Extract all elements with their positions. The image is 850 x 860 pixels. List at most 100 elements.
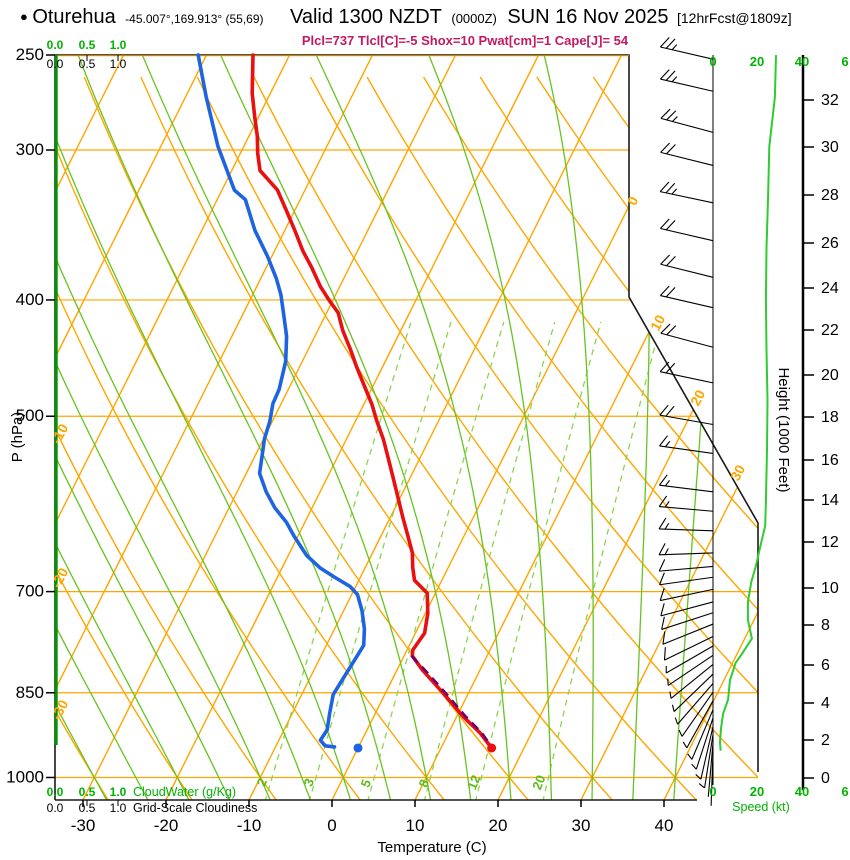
height-tick-label: 18 xyxy=(821,409,839,426)
barb-feather xyxy=(662,631,666,645)
barb-half-feather xyxy=(691,763,697,770)
barb-staff xyxy=(659,505,714,512)
station-coordinates: -45.007°,169.913° (55,69) xyxy=(125,12,264,26)
wind-barb xyxy=(658,517,714,532)
cloudiness-axis-title: Grid-Scale Cloudiness xyxy=(133,801,257,815)
cloudiness-scale-bottom: 1.0 xyxy=(110,801,127,815)
barb-staff xyxy=(665,645,714,674)
height-tick-label: 14 xyxy=(821,492,839,509)
barb-feather xyxy=(663,647,666,661)
dry-adiabat-line xyxy=(55,76,447,800)
pressure-tick-label: 250 xyxy=(16,45,44,64)
barb-staff xyxy=(661,612,714,630)
valid-time: Valid 1300 NZDT xyxy=(289,6,442,28)
barb-half-feather xyxy=(664,548,669,555)
wind-barb xyxy=(660,601,714,617)
zulu-time: (0000Z) xyxy=(451,11,497,26)
temperature-tick-label: 40 xyxy=(655,816,674,835)
barb-staff xyxy=(659,484,714,493)
barb-staff xyxy=(660,191,714,204)
barb-feather xyxy=(665,70,676,81)
dry-adiabat-line xyxy=(536,76,758,800)
dry-adiabat-line xyxy=(309,76,758,800)
temperature-curve xyxy=(250,53,494,750)
chart-title: ● Oturehua -45.007°,169.913° (55,69) Val… xyxy=(20,6,792,29)
temperature-tick-label: -10 xyxy=(237,816,262,835)
moist-adiabat-line xyxy=(55,55,232,800)
moist-adiabat-line xyxy=(75,55,392,800)
wind-barbs xyxy=(658,37,714,806)
moist-adiabat-line xyxy=(55,55,191,800)
barb-feather xyxy=(661,616,665,630)
isotherm-line xyxy=(55,55,291,800)
barb-feather xyxy=(658,495,668,507)
barb-feather xyxy=(660,603,665,617)
dry-adiabat-line xyxy=(253,76,758,800)
temperature-tick-label: 30 xyxy=(572,816,591,835)
barb-half-feather xyxy=(671,188,678,195)
dry-adiabat-line xyxy=(55,76,194,800)
barb-staff xyxy=(660,295,714,309)
wind-barb xyxy=(660,254,714,278)
barb-feather xyxy=(658,474,668,486)
barb-staff xyxy=(659,565,714,572)
cloudiness-scale-top: 0.0 xyxy=(47,57,64,71)
dry-adiabat-line xyxy=(423,76,758,800)
isotherm-line xyxy=(414,55,758,800)
wind-barb xyxy=(665,645,714,674)
mixing-ratio-line xyxy=(308,321,452,800)
barb-staff xyxy=(659,445,714,454)
wind-barb xyxy=(658,543,714,556)
pressure-axis-title: P (hPa) xyxy=(9,412,26,463)
barb-feather xyxy=(660,108,671,119)
surface-temperature-dot xyxy=(487,743,497,753)
wind-barb xyxy=(659,572,714,586)
moist-adiabat-line xyxy=(313,55,512,800)
moist-adiabat-line xyxy=(673,55,726,800)
barb-staff xyxy=(660,371,714,384)
temperature-tick-label: 0 xyxy=(327,816,336,835)
dewpoint-curve xyxy=(196,53,367,749)
height-tick-label: 0 xyxy=(821,770,830,787)
isotherm-line xyxy=(55,55,125,800)
temperature-tick-label: -20 xyxy=(154,816,179,835)
height-tick-label: 8 xyxy=(821,617,830,634)
mixing-ratio-line xyxy=(542,321,662,800)
isotherm-line xyxy=(55,55,374,800)
moist-adiabat-line xyxy=(55,55,150,800)
height-tick-label: 30 xyxy=(821,139,839,156)
pressure-tick-label: 400 xyxy=(16,290,44,309)
barb-staff xyxy=(660,78,714,92)
barb-staff xyxy=(660,601,714,617)
barb-staff xyxy=(670,663,714,699)
barb-feather xyxy=(659,218,670,229)
wind-barb xyxy=(659,435,714,454)
isotherm-edge-label: 10 xyxy=(647,312,669,333)
barb-staff xyxy=(686,700,714,749)
isotherm-edge-label: 30 xyxy=(727,462,749,483)
mixing-ratio-line xyxy=(366,321,505,800)
speed-axis-title: Speed (kt) xyxy=(732,800,790,814)
barb-feather xyxy=(666,255,676,267)
temperature-axis-title: Temperature (C) xyxy=(377,839,486,856)
wind-barb xyxy=(707,742,714,797)
barb-staff xyxy=(681,691,714,737)
barb-staff xyxy=(660,588,714,602)
moist-adiabat-line xyxy=(426,55,553,800)
barb-half-feather xyxy=(671,44,678,51)
speed-tick-label-top: 0 xyxy=(709,54,716,69)
wind-barb xyxy=(660,323,714,348)
wind-barb xyxy=(682,700,714,749)
stability-params-text: Plcl=737 Tlcl[C]=-5 Shox=10 Pwat[cm]=1 C… xyxy=(301,33,629,48)
pressure-tick-label: 850 xyxy=(16,683,44,702)
barb-staff xyxy=(659,552,714,556)
barb-half-feather xyxy=(671,76,678,83)
height-tick-label: 24 xyxy=(821,280,839,297)
wind-speed-curve xyxy=(718,54,777,751)
barb-half-feather xyxy=(664,501,670,508)
forecast-hour: [12hrFcst@1809z] xyxy=(677,10,792,26)
temperature-tick-label: 20 xyxy=(489,816,508,835)
surface-dewpoint-dot xyxy=(353,743,363,753)
dry-adiabat-line xyxy=(366,76,758,800)
